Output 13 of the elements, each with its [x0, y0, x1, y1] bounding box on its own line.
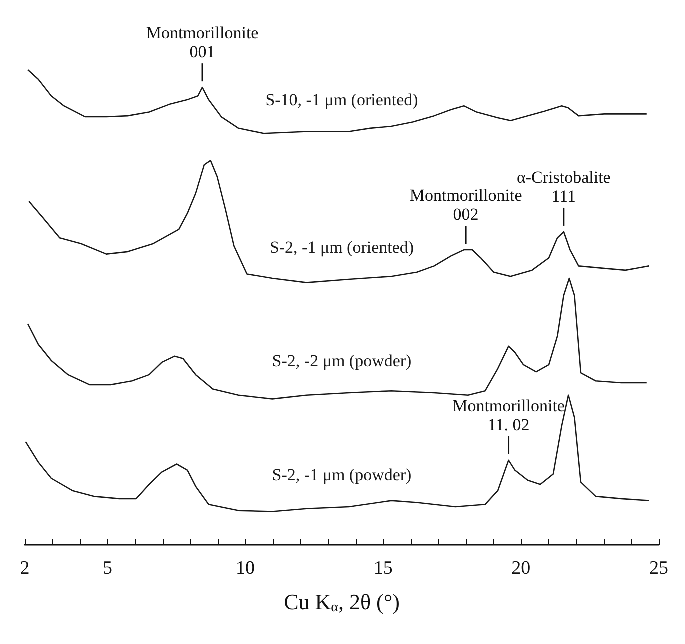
x-tick-label: 15: [374, 558, 393, 579]
series-label: S-10, -1 μm (oriented): [266, 90, 418, 110]
x-tick-label: 2: [20, 558, 30, 579]
x-tick-label: 10: [236, 558, 256, 579]
annotation: Montmorillonite 001: [146, 24, 259, 62]
annotation: Montmorillonite 11. 02: [452, 396, 565, 434]
x-tick-label: 5: [102, 558, 112, 579]
series-label: S-2, -1 μm (powder): [272, 466, 412, 484]
x-tick-label: 20: [512, 558, 531, 579]
annotation: Montmorillonite 002: [410, 186, 522, 224]
x-tick-label: 25: [650, 558, 668, 579]
series-label: S-2, -2 μm (powder): [272, 352, 412, 370]
series-label: S-2, -1 μm (oriented): [270, 238, 414, 257]
